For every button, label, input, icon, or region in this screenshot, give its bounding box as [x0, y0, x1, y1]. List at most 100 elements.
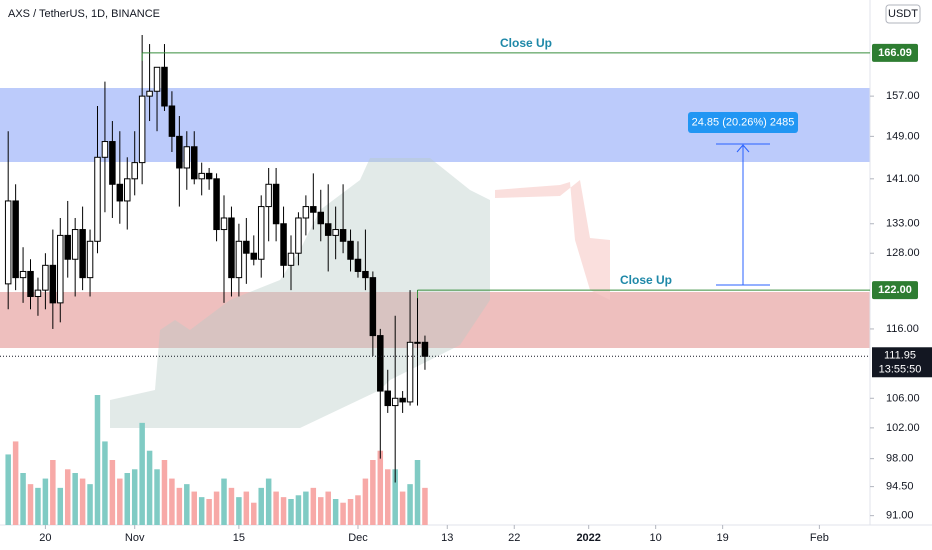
candle-body: [310, 206, 317, 213]
candle-body: [161, 66, 168, 107]
volume-bar: [57, 487, 64, 525]
volume-bar: [295, 495, 302, 525]
volume-bar: [422, 487, 428, 525]
candle-body: [228, 217, 235, 279]
volume-bar: [318, 497, 324, 525]
volume-bar: [332, 499, 339, 525]
last-price-badge: [872, 347, 932, 378]
candle-body: [332, 229, 339, 236]
volume-bar: [206, 499, 212, 525]
candle-body: [94, 156, 101, 242]
y-tick-label: 94.50: [886, 481, 914, 493]
volume-bar: [139, 422, 145, 525]
volume-bar: [273, 491, 279, 525]
volume-bar: [72, 473, 78, 525]
volume-bar: [265, 478, 272, 525]
volume-bar: [27, 484, 34, 525]
y-tick-label: 149.00: [886, 130, 920, 142]
candle-body: [324, 223, 332, 236]
ichimoku-cloud-future: [495, 180, 610, 300]
candle-body: [183, 146, 191, 169]
volume-bar: [50, 460, 56, 525]
x-tick-label: 20: [39, 532, 51, 544]
volume-bar: [161, 460, 168, 525]
x-tick-label: Feb: [810, 532, 829, 544]
candle-body: [168, 105, 176, 137]
level-badge: [872, 281, 918, 300]
volume-bar: [347, 499, 354, 525]
measure-arrow-head: [736, 144, 750, 153]
volume-bar: [407, 484, 413, 525]
candle-body: [421, 341, 429, 357]
candle-body: [131, 162, 138, 180]
candle-body: [205, 172, 213, 180]
x-tick-label: 13: [441, 532, 453, 544]
volume-bar: [280, 497, 287, 525]
level-label: 166.09: [878, 47, 912, 59]
candle-body: [369, 277, 377, 337]
candle-body: [213, 178, 220, 231]
volume-bar: [414, 460, 421, 525]
candle-body: [317, 211, 325, 225]
candle-body: [146, 90, 153, 97]
volume-bar: [251, 502, 257, 525]
candle-body: [109, 141, 116, 185]
candle-body: [220, 217, 228, 231]
y-tick-label: 106.00: [886, 392, 920, 404]
candle-body: [57, 234, 64, 304]
candle-body: [71, 229, 79, 260]
candle-body: [49, 264, 57, 304]
volume-bar: [35, 487, 41, 525]
candle-body: [384, 390, 391, 407]
volume-bar: [310, 487, 317, 525]
x-tick-label: 22: [508, 532, 520, 544]
volume-bar: [340, 502, 346, 525]
last-price-label: 111.95: [884, 349, 916, 361]
volume-bar: [288, 499, 294, 525]
x-tick-label: Nov: [125, 532, 145, 544]
candle-body: [138, 95, 146, 164]
volume-bar: [109, 460, 116, 525]
candle-body: [42, 264, 49, 291]
candle-body: [34, 289, 42, 297]
candle-body: [86, 240, 94, 279]
candle-body: [339, 229, 347, 242]
volume-bar: [362, 478, 369, 525]
volume-bar: [384, 469, 391, 525]
candle-body: [79, 229, 86, 279]
candle-body: [280, 223, 287, 266]
candle-body: [12, 200, 19, 279]
volume-bar: [377, 450, 384, 525]
candle-body: [190, 146, 198, 180]
chart-title: AXS / TetherUS, 1D, BINANCE: [8, 8, 160, 20]
y-tick-label: 128.00: [886, 247, 920, 259]
x-tick-label: Dec: [348, 532, 368, 544]
volume-bar: [42, 478, 49, 525]
candle-body: [377, 335, 384, 392]
volume-bar: [355, 495, 361, 525]
candle-body: [176, 135, 183, 169]
volume-bar: [176, 487, 183, 525]
demand-zone: [0, 292, 870, 348]
volume-bar: [94, 395, 101, 525]
candle-body: [406, 341, 414, 403]
volume-bar: [154, 469, 160, 525]
y-tick-label: 91.00: [886, 510, 914, 522]
candle-body: [27, 270, 34, 297]
y-tick-label: 116.00: [886, 323, 919, 335]
candle-body: [295, 217, 302, 254]
candle-body: [124, 178, 131, 202]
y-tick-label: 133.00: [886, 218, 920, 230]
y-tick-label: 157.00: [886, 90, 920, 102]
candle-body: [4, 200, 12, 285]
volume-bar: [184, 484, 190, 525]
volume-bar: [213, 491, 220, 525]
volume-bar: [399, 491, 406, 525]
volume-bar: [131, 469, 138, 525]
candle-body: [153, 66, 161, 92]
volume-bar: [198, 497, 205, 525]
volume-bar: [146, 450, 153, 525]
x-tick-label: 15: [233, 532, 245, 544]
volume-bar: [12, 441, 19, 525]
level-badge: [872, 43, 918, 62]
